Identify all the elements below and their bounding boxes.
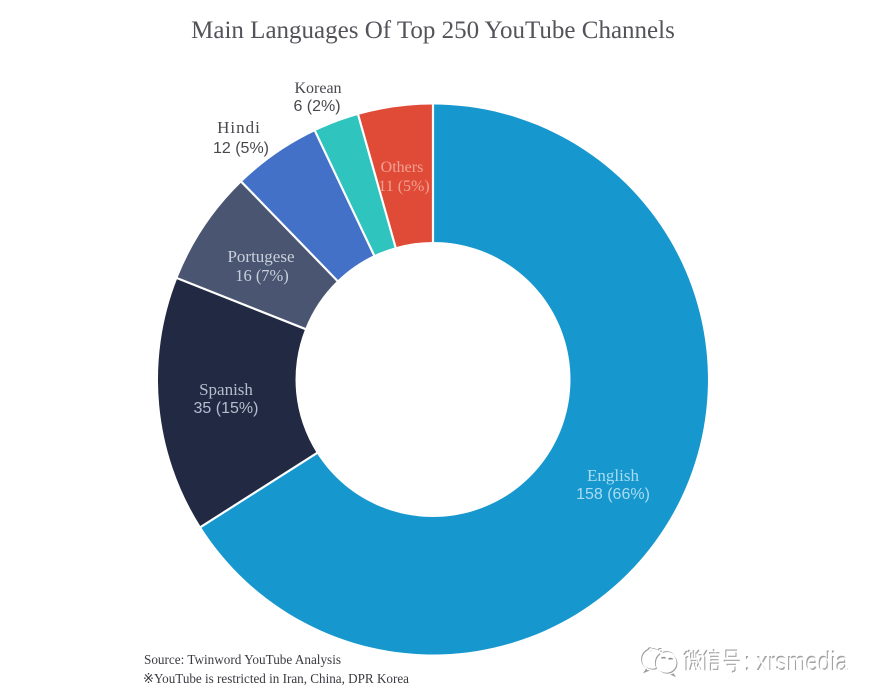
svg-text:158 (66%): 158 (66%): [576, 486, 650, 503]
svg-text:Portugese: Portugese: [227, 247, 294, 266]
svg-text:: xrsmedia: : xrsmedia: [744, 646, 849, 676]
svg-text:: xrsmedia: : xrsmedia: [745, 647, 850, 677]
svg-text:Others: Others: [381, 159, 424, 176]
svg-text:Source: Twinword YouTube Analy: Source: Twinword YouTube Analysis: [144, 653, 341, 668]
svg-text:Main Languages Of Top 250 YouT: Main Languages Of Top 250 YouTube Channe…: [191, 17, 675, 44]
svg-text:6 (2%): 6 (2%): [293, 98, 340, 115]
svg-text:Hindi: Hindi: [217, 118, 261, 137]
svg-text:11 (5%): 11 (5%): [378, 178, 429, 195]
svg-text:16 (7%): 16 (7%): [235, 266, 289, 285]
svg-text:Spanish: Spanish: [199, 380, 253, 399]
svg-text:12 (5%): 12 (5%): [213, 140, 269, 157]
svg-text:35 (15%): 35 (15%): [194, 400, 259, 417]
svg-text:English: English: [587, 466, 639, 485]
svg-text:※YouTube is restricted in Iran: ※YouTube is restricted in Iran, China, D…: [143, 672, 410, 687]
svg-text:Korean: Korean: [294, 80, 341, 97]
